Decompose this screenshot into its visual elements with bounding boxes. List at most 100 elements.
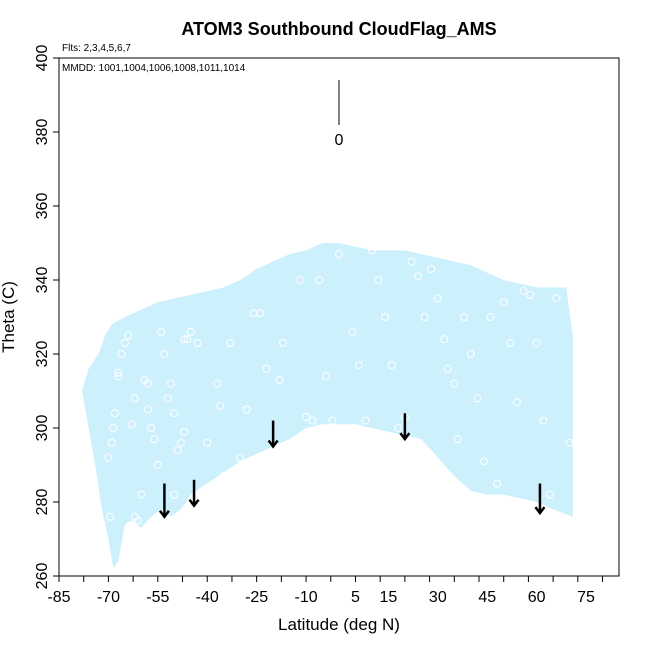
cloud-point	[153, 461, 162, 469]
cloud-point	[167, 379, 175, 388]
x-axis-label: Latitude (deg N)	[278, 615, 400, 634]
cloud-point	[137, 490, 146, 499]
cloud-point	[203, 438, 212, 447]
cloud-point	[114, 368, 123, 377]
cloud-point	[109, 424, 118, 432]
cloud-point	[414, 272, 423, 281]
cloud-point	[236, 453, 245, 462]
y-tick-label: 280	[34, 489, 51, 516]
x-tick-label: 30	[429, 589, 447, 606]
cloud-point	[106, 512, 115, 521]
cloud-point	[466, 350, 475, 358]
cloud-point	[427, 264, 436, 273]
cloud-point	[143, 379, 152, 388]
flights-label: Flts: 2,3,4,5,6,7	[62, 43, 131, 54]
cloud-point	[453, 435, 462, 444]
arrows	[158, 413, 546, 519]
cloud-point	[302, 412, 311, 421]
cloud-point	[193, 338, 202, 347]
cloud-point	[111, 409, 119, 418]
arrow-marker	[267, 420, 279, 449]
cloud-point	[565, 438, 574, 447]
cloud-point	[160, 350, 169, 358]
y-axis: 260 280 300 320 340 360 380 400	[34, 45, 59, 590]
y-tick-label: 380	[34, 119, 51, 146]
y-tick-label: 400	[34, 45, 51, 72]
cloud-point	[381, 313, 390, 321]
cloud-point	[367, 246, 376, 255]
x-tick-label: 45	[478, 589, 496, 606]
x-tick-label: -10	[294, 589, 317, 606]
cloud-point	[157, 327, 166, 336]
cloud-point	[479, 457, 488, 466]
cloud-point	[308, 416, 317, 425]
cloud-point	[460, 313, 469, 321]
cloud-point	[433, 294, 442, 303]
cloud-point	[114, 372, 123, 381]
cloud-point	[150, 435, 159, 444]
cloud-point	[374, 276, 383, 284]
y-tick-label: 300	[34, 415, 51, 442]
cloud-point	[255, 309, 264, 318]
cloud-point	[321, 372, 330, 381]
cloud-point	[519, 287, 528, 296]
cloud-point	[186, 327, 195, 336]
cloud-point	[134, 516, 143, 525]
cloud-point	[120, 338, 129, 347]
arrow-marker	[188, 479, 200, 508]
y-axis-label: Theta (C)	[0, 281, 18, 353]
cloud-point	[450, 379, 459, 388]
cloud-point	[354, 361, 363, 370]
cloud-point	[348, 327, 357, 336]
cloud-point	[407, 257, 416, 266]
coverage-area	[82, 243, 573, 569]
plot-frame	[58, 57, 620, 577]
cloud-point	[532, 338, 541, 347]
cloud-point	[180, 335, 189, 344]
cloud-point	[335, 250, 343, 259]
cloud-point	[493, 479, 502, 488]
cloud-point	[143, 405, 152, 414]
cloud-point	[219, 472, 228, 481]
cloud-point	[473, 394, 482, 403]
x-tick-label: -85	[47, 589, 70, 606]
x-tick-label: -70	[97, 589, 120, 606]
x-tick-label: 75	[577, 589, 595, 606]
y-tick-label: 340	[34, 267, 51, 294]
arrow-marker	[534, 483, 546, 516]
cloud-point	[170, 490, 179, 499]
arrow-marker	[399, 413, 411, 442]
cloud-point	[262, 364, 271, 373]
dates-label: MMDD: 1001,1004,1006,1008,1011,1014	[62, 63, 246, 74]
cloud-point	[180, 427, 189, 436]
cloud-point	[107, 438, 116, 447]
cloud-point	[394, 424, 403, 432]
cloud-point	[285, 446, 294, 455]
cloud-point	[328, 416, 337, 425]
cloud-point	[443, 364, 452, 373]
cloud-point	[117, 350, 126, 358]
cloud-point	[242, 405, 251, 414]
cloud-point	[127, 420, 136, 429]
cloud-point	[130, 394, 139, 403]
cloud-point	[176, 438, 185, 447]
cloud-point	[170, 409, 179, 418]
cloud-point	[226, 338, 235, 347]
coverage-polygon	[82, 243, 573, 569]
cloud-point	[499, 298, 508, 307]
cloud-point	[486, 313, 495, 321]
y-tick-label: 260	[34, 563, 51, 590]
cloud-point	[124, 331, 133, 340]
cloud-point	[216, 401, 225, 410]
cloud-point	[526, 290, 535, 299]
cloud-point	[183, 335, 192, 344]
cloud-point	[361, 416, 370, 425]
cloud-point	[387, 361, 396, 370]
cloud-point	[147, 424, 156, 432]
cloud-point	[420, 313, 429, 321]
cloud-points	[104, 246, 574, 525]
y-tick-label: 360	[34, 193, 51, 220]
x-tick-label: -40	[196, 589, 219, 606]
cloud-point	[275, 375, 284, 384]
